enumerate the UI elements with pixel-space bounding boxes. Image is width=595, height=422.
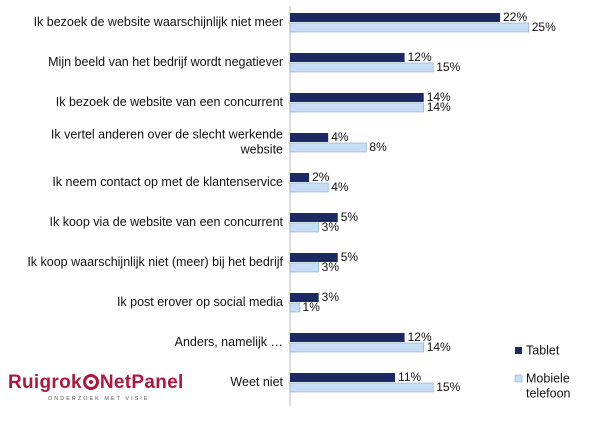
bar-tablet [290,133,329,142]
data-label: 5% [341,210,359,224]
bar-mobiele-telefoon [289,302,300,313]
category-label: Ik neem contact op met de klantenservice [52,175,283,189]
bar-mobiele-telefoon [289,142,367,153]
data-label: 14% [427,100,451,114]
data-label: 14% [427,340,451,354]
logo-ring-icon [82,374,99,390]
data-label: 3% [322,220,340,234]
bar-mobiele-telefoon [289,262,319,273]
data-label: 3% [322,290,340,304]
bar-mobiele-telefoon [289,102,424,113]
data-label: 5% [341,250,359,264]
logo-name-right: NetPanel [99,372,184,393]
logo-tagline: ONDERZOEK MET VISIE [48,396,150,402]
bar-tablet [290,213,338,222]
data-label: 14% [427,90,451,104]
data-label: 3% [322,260,340,274]
bar-tablet [290,373,396,382]
category-label: Anders, namelijk … [175,335,283,349]
data-label: 4% [331,180,349,194]
category-label: Ik vertel anderen over de slecht werkend… [51,127,283,141]
data-label: 22% [503,10,527,24]
category-label: Weet niet [230,375,283,389]
bar-tablet [290,333,405,342]
legend-swatch-mobiele-telefoon [514,374,523,383]
data-label: 12% [408,330,432,344]
legend-label-mobiele-telefoon: Mobiele [526,371,570,385]
data-label: 11% [398,370,421,384]
chart-rows: Ik bezoek de website waarschijnlijk niet… [27,10,556,394]
bar-tablet [290,173,310,182]
category-label: website [240,142,283,156]
bar-mobiele-telefoon [289,222,319,233]
logo-name-left: Ruigrok [8,372,82,393]
category-label: Ik bezoek de website van een concurrent [56,95,284,109]
bar-mobiele-telefoon [289,382,434,393]
data-label: 25% [532,20,556,34]
bar-tablet [290,93,424,102]
bar-tablet [290,293,319,302]
data-label: 2% [312,170,330,184]
legend-label-mobiele-telefoon: telefoon [526,386,571,400]
bar-tablet [290,13,501,22]
data-label: 15% [436,380,460,394]
data-label: 12% [408,50,432,64]
category-label: Ik bezoek de website waarschijnlijk niet… [34,15,283,29]
category-label: Ik post erover op social media [117,295,283,309]
bar-tablet [290,253,338,262]
bar-mobiele-telefoon [289,182,329,193]
bar-mobiele-telefoon [289,62,434,73]
bar-mobiele-telefoon [289,342,424,353]
category-label: Ik koop via de website van een concurren… [50,215,284,229]
legend-label-tablet: Tablet [526,343,560,357]
bar-tablet [290,53,405,62]
bar-mobiele-telefoon [289,22,530,33]
logo-wordmark: Ruigrok NetPanel [8,372,184,394]
data-label: 15% [436,60,460,74]
data-label: 8% [369,140,387,154]
data-label: 4% [331,130,349,144]
legend-swatch-tablet [515,347,522,354]
data-label: 1% [303,300,321,314]
ruigrok-netpanel-logo: Ruigrok NetPanel ONDERZOEK MET VISIE [8,372,183,412]
category-label: Ik koop waarschijnlijk niet (meer) bij h… [27,255,283,269]
category-label: Mijn beeld van het bedrijf wordt negatie… [48,55,283,69]
